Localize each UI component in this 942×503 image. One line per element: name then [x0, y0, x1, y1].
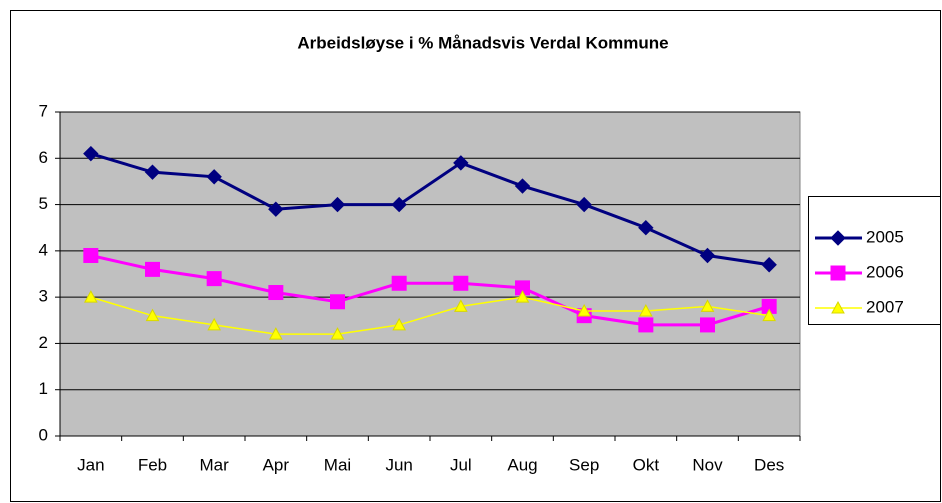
- series-line: [90, 152, 770, 267]
- marker: [83, 247, 99, 263]
- marker: [699, 247, 716, 264]
- y-tick-label: 7: [39, 101, 48, 120]
- marker: [453, 275, 469, 291]
- marker: [515, 290, 530, 303]
- marker: [638, 303, 653, 317]
- marker: [392, 317, 407, 331]
- y-tick-label: 6: [39, 148, 48, 167]
- marker: [577, 303, 592, 317]
- y-tick-label: 0: [39, 425, 48, 444]
- legend-label: 2005: [866, 227, 904, 246]
- marker: [638, 220, 654, 236]
- x-tick-label: Aug: [507, 455, 537, 474]
- marker: [453, 299, 468, 312]
- marker: [514, 178, 531, 194]
- x-tick-label: Mar: [200, 455, 230, 474]
- marker: [762, 308, 777, 322]
- marker: [700, 317, 715, 333]
- plot-area: [59, 111, 801, 437]
- marker: [330, 327, 345, 340]
- legend: [808, 196, 941, 325]
- x-tick-label: Okt: [633, 455, 660, 474]
- y-tick-label: 5: [39, 194, 48, 213]
- marker: [207, 317, 222, 331]
- legend-label: 2006: [866, 262, 904, 281]
- series-line: [90, 254, 770, 327]
- marker: [329, 196, 346, 213]
- marker: [638, 317, 654, 333]
- marker: [391, 275, 407, 291]
- marker: [268, 201, 284, 217]
- marker: [206, 169, 222, 185]
- marker: [830, 265, 846, 281]
- legend-label: 2007: [866, 297, 904, 316]
- marker: [144, 164, 161, 180]
- x-tick-label: Mai: [324, 455, 351, 474]
- x-tick-label: Jun: [385, 455, 412, 474]
- marker: [453, 155, 469, 171]
- x-tick-label: Feb: [138, 455, 167, 474]
- marker: [145, 261, 160, 277]
- marker: [830, 230, 846, 246]
- marker: [83, 145, 99, 162]
- x-tick-label: Des: [754, 455, 784, 474]
- y-tick-label: 3: [39, 287, 48, 306]
- marker: [83, 290, 98, 303]
- chart-title: Arbeidsløyse i % Månadsvis Verdal Kommun…: [297, 33, 668, 52]
- series-line: [90, 296, 770, 335]
- marker: [761, 257, 777, 273]
- marker: [330, 294, 345, 310]
- marker: [268, 327, 283, 340]
- y-tick-label: 4: [39, 240, 48, 259]
- marker: [391, 196, 407, 213]
- x-tick-label: Sep: [569, 455, 599, 474]
- marker: [700, 299, 715, 312]
- marker: [206, 271, 222, 287]
- x-tick-label: Jan: [77, 455, 104, 474]
- marker: [268, 285, 284, 301]
- marker: [145, 308, 160, 322]
- y-tick-label: 1: [39, 379, 48, 398]
- y-tick-label: 2: [39, 333, 48, 352]
- x-tick-label: Jul: [450, 455, 472, 474]
- marker: [831, 300, 845, 314]
- x-tick-label: Apr: [263, 455, 290, 474]
- x-tick-label: Nov: [692, 455, 723, 474]
- marker: [576, 196, 592, 213]
